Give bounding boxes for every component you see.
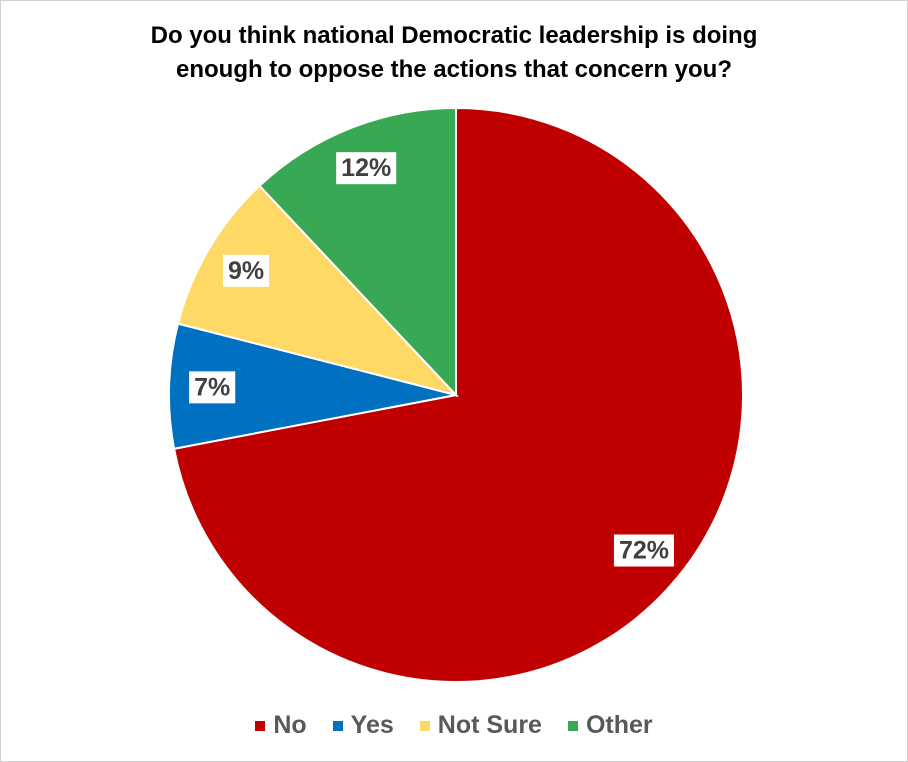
pie-slice <box>258 106 457 398</box>
legend-swatch <box>255 720 266 731</box>
legend-swatch <box>332 720 343 731</box>
legend: No Yes Not Sure Other <box>1 711 907 740</box>
pie-slice <box>168 322 457 450</box>
legend-swatch <box>419 720 430 731</box>
legend-label: Yes <box>350 711 394 739</box>
data-label-box <box>336 152 397 185</box>
pie-slice <box>172 106 744 683</box>
legend-item: Not Sure <box>419 711 542 740</box>
data-label-box <box>222 254 270 287</box>
data-label: 12% <box>341 154 391 182</box>
legend-item: No <box>255 711 307 740</box>
data-label: 72% <box>619 536 669 564</box>
legend-label: No <box>273 711 307 739</box>
chart-title: Do you think national Democratic leaders… <box>150 22 758 83</box>
legend-label: Other <box>585 711 653 739</box>
data-label: 7% <box>194 373 230 401</box>
legend-item: Yes <box>332 711 394 740</box>
legend-label: Not Sure <box>437 711 542 739</box>
data-label-box <box>613 534 674 567</box>
data-label-box <box>189 371 236 404</box>
legend-item: Other <box>567 711 653 740</box>
pie-slice <box>176 184 460 397</box>
data-label: 9% <box>228 257 264 285</box>
legend-swatch <box>567 720 578 731</box>
